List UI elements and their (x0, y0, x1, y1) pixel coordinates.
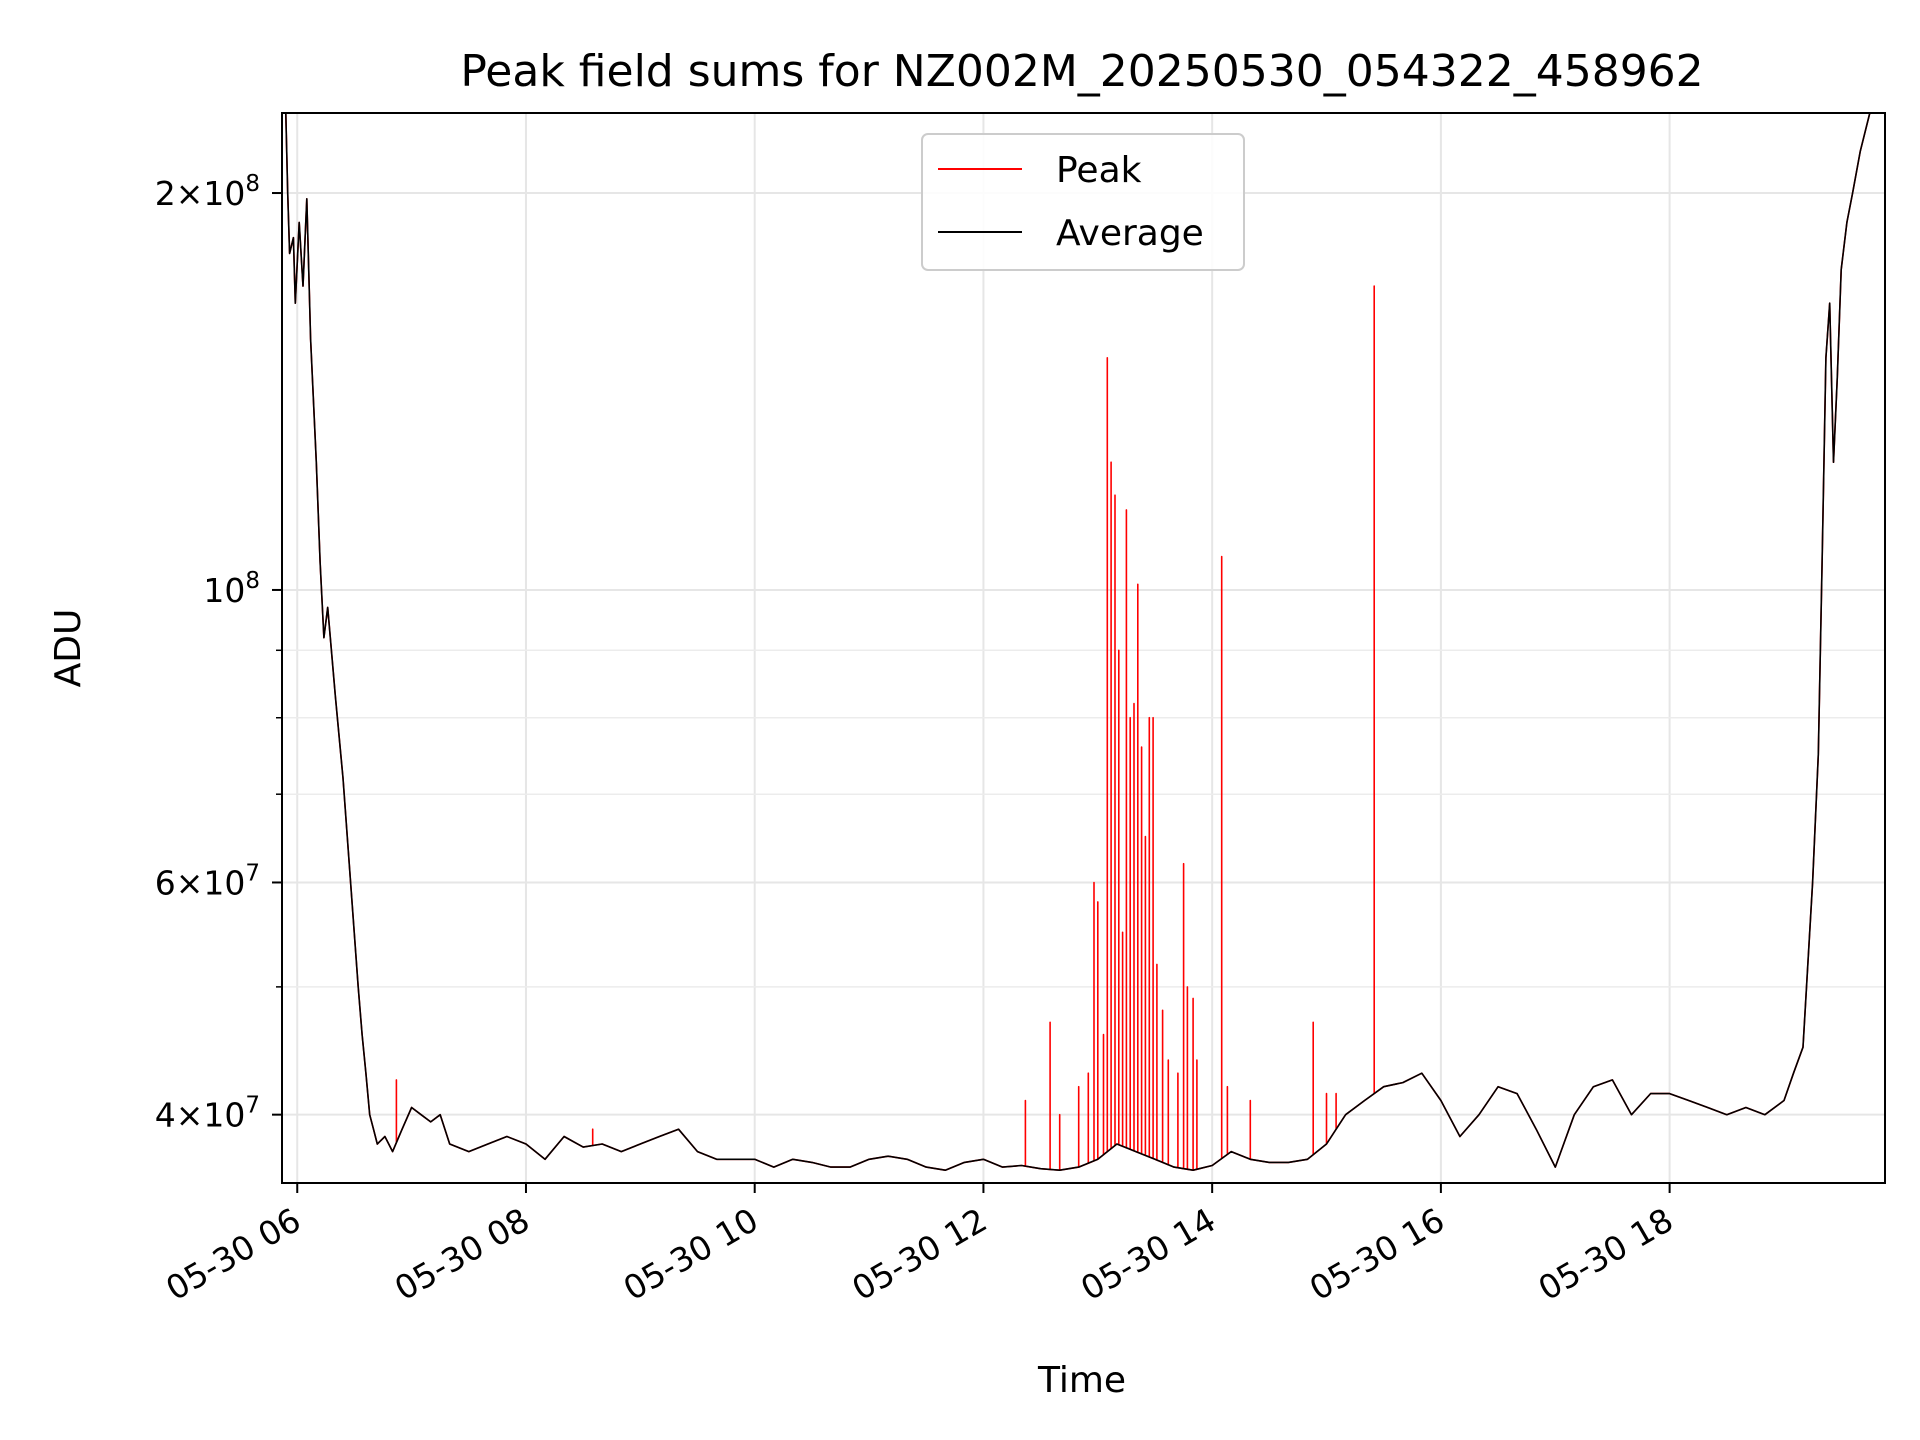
y-tick-label: 4×107 (155, 1093, 260, 1135)
y-axis-label: ADU (48, 609, 89, 688)
y-tick-label: 6×107 (155, 860, 260, 902)
series-layer (282, 113, 1885, 1171)
y-tick-label: 2×108 (155, 171, 260, 213)
y-axis-ticks: 4×107 6×107 108 2×108 (155, 171, 282, 1135)
y-tick-label: 108 (203, 568, 260, 610)
legend-label-peak: Peak (1056, 150, 1142, 191)
series-line-average (282, 113, 1885, 1171)
legend: Peak Average (921, 133, 1245, 271)
plot-frame (281, 112, 1886, 1184)
x-axis-label: Time (1037, 1360, 1126, 1401)
chart-title: Peak field sums for NZ002M_20250530_0543… (460, 46, 1703, 97)
legend-label-average: Average (1056, 213, 1204, 254)
